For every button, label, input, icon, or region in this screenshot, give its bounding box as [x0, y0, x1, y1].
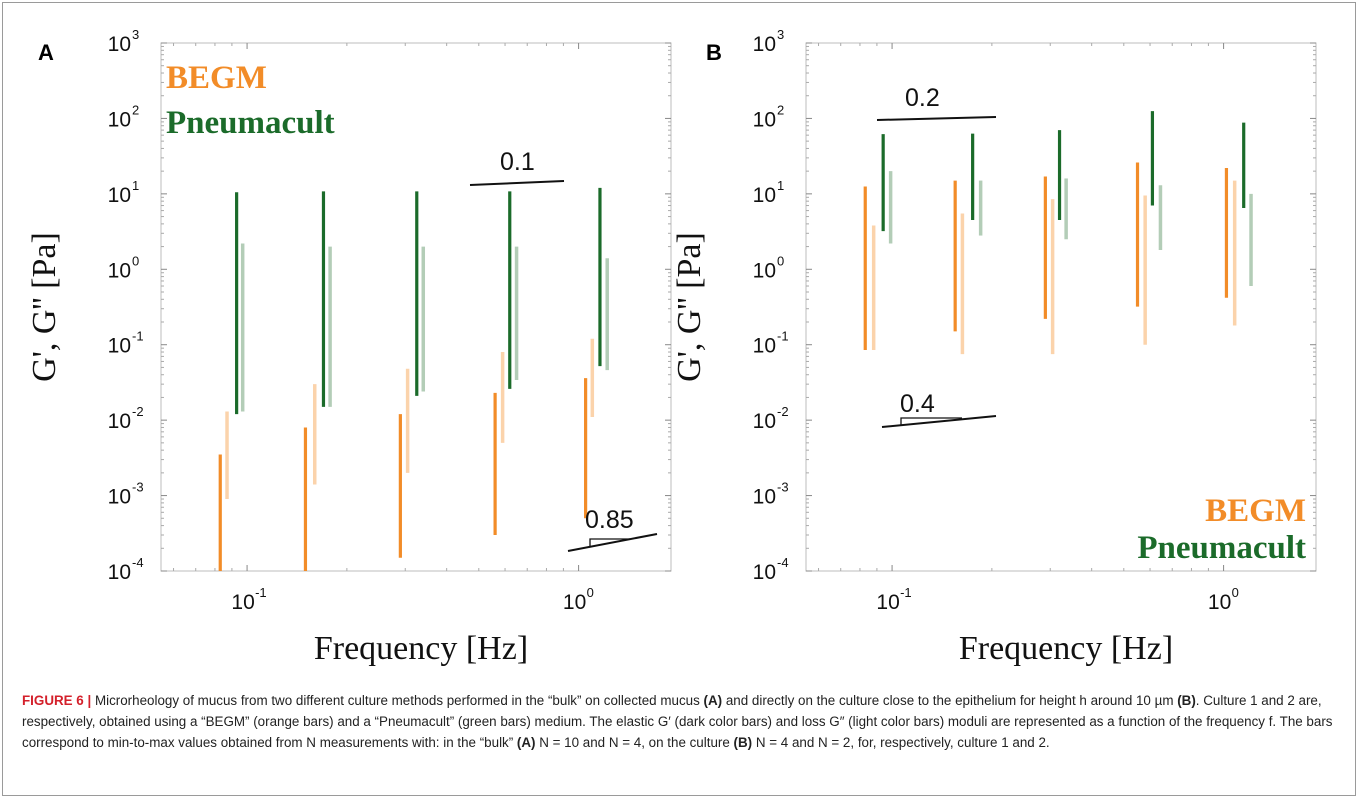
y-tick-label: 10	[108, 184, 131, 207]
y-tick-exponent: -1	[132, 329, 144, 344]
y-tick-exponent: 0	[132, 253, 139, 268]
y-tick-exponent: -4	[132, 555, 144, 570]
caption-text-3: . Culture 1 and 2 are, respectively, obt…	[22, 693, 1333, 750]
x-tick-exponent: -1	[255, 585, 267, 600]
caption-figure-label: FIGURE 6 |	[22, 693, 92, 708]
x-tick-exponent: 0	[587, 585, 594, 600]
caption-ref-a2: (A)	[516, 735, 536, 750]
y-tick-label: 10	[753, 108, 776, 131]
slope-triangle	[900, 417, 962, 425]
panel-b: B 10 310 210 110 010 -110 -210 -310 -410 -1 10 0Freq…	[671, 27, 1317, 667]
y-tick-label: 10	[108, 259, 131, 282]
legend-begm: BEGM	[1205, 493, 1306, 529]
caption-text-5: N = 4 and N = 2, for, respectively, cult…	[752, 735, 1050, 750]
x-tick-label: 10	[231, 591, 254, 614]
plot-frame	[805, 42, 1317, 572]
legend-pneumacult: Pneumacult	[1137, 530, 1306, 566]
y-tick-label: 10	[108, 561, 131, 584]
slope-triangle	[589, 538, 630, 546]
y-axis-title: G', G'' [Pa]	[671, 232, 708, 382]
caption-ref-b2: (B)	[733, 735, 753, 750]
y-tick-label: 10	[753, 335, 776, 358]
y-axis-title: G', G'' [Pa]	[26, 232, 63, 382]
x-tick-label: 10	[563, 591, 586, 614]
slope-label: 0.1	[500, 148, 535, 176]
y-tick-exponent: 0	[777, 253, 784, 268]
slope-line	[881, 415, 997, 428]
y-tick-label: 10	[753, 33, 776, 56]
caption-text-2: and directly on the culture close to the…	[722, 693, 1178, 708]
y-tick-exponent: 1	[132, 178, 139, 193]
y-tick-exponent: -4	[777, 555, 789, 570]
panel-letter: B	[706, 40, 722, 65]
y-tick-label: 10	[108, 33, 131, 56]
legend-begm: BEGM	[166, 60, 267, 96]
y-tick-label: 10	[753, 410, 776, 433]
caption-text-1: Microrheology of mucus from two differen…	[91, 693, 704, 708]
y-tick-label: 10	[753, 184, 776, 207]
y-tick-exponent: 3	[132, 27, 139, 42]
x-tick-exponent: 0	[1232, 585, 1239, 600]
y-tick-exponent: -2	[132, 404, 144, 419]
y-tick-exponent: 3	[777, 27, 784, 42]
y-tick-label: 10	[108, 410, 131, 433]
panel-a: A 10 310 210 110 010 -110 -210 -310 -410 -1 10 0Freq…	[26, 27, 672, 667]
y-tick-label: 10	[108, 486, 131, 509]
y-tick-exponent: -3	[132, 480, 144, 495]
y-tick-label: 10	[753, 259, 776, 282]
slope-label: 0.85	[585, 506, 634, 534]
x-axis-title: Frequency [Hz]	[959, 630, 1173, 667]
y-tick-label: 10	[108, 108, 131, 131]
x-tick-label: 10	[1208, 591, 1231, 614]
plot-frame	[160, 42, 672, 572]
y-tick-exponent: -3	[777, 480, 789, 495]
legend-pneumacult: Pneumacult	[166, 105, 335, 141]
y-tick-exponent: 2	[132, 102, 139, 117]
caption-text-4: N = 10 and N = 4, on the culture	[535, 735, 734, 750]
y-tick-label: 10	[753, 561, 776, 584]
y-tick-exponent: 2	[777, 102, 784, 117]
slope-label: 0.4	[900, 390, 935, 418]
slope-line	[567, 533, 658, 552]
figure-canvas: A 10 310 210 110 010 -110 -210 -310 -410 -1 10 0Freq…	[26, 27, 1317, 667]
y-tick-label: 10	[753, 486, 776, 509]
panel-letter: A	[38, 40, 54, 65]
slope-line	[876, 116, 997, 121]
slope-label: 0.2	[905, 84, 940, 112]
y-tick-label: 10	[108, 335, 131, 358]
caption-ref-a1: (A)	[703, 693, 723, 708]
caption-ref-b1: (B)	[1177, 693, 1196, 708]
x-tick-exponent: -1	[900, 585, 912, 600]
figure-caption: FIGURE 6 | Microrheology of mucus from t…	[22, 690, 1342, 753]
x-axis-title: Frequency [Hz]	[314, 630, 528, 667]
y-tick-exponent: 1	[777, 178, 784, 193]
slope-line	[469, 180, 565, 186]
y-tick-exponent: -1	[777, 329, 789, 344]
x-tick-label: 10	[876, 591, 899, 614]
y-tick-exponent: -2	[777, 404, 789, 419]
